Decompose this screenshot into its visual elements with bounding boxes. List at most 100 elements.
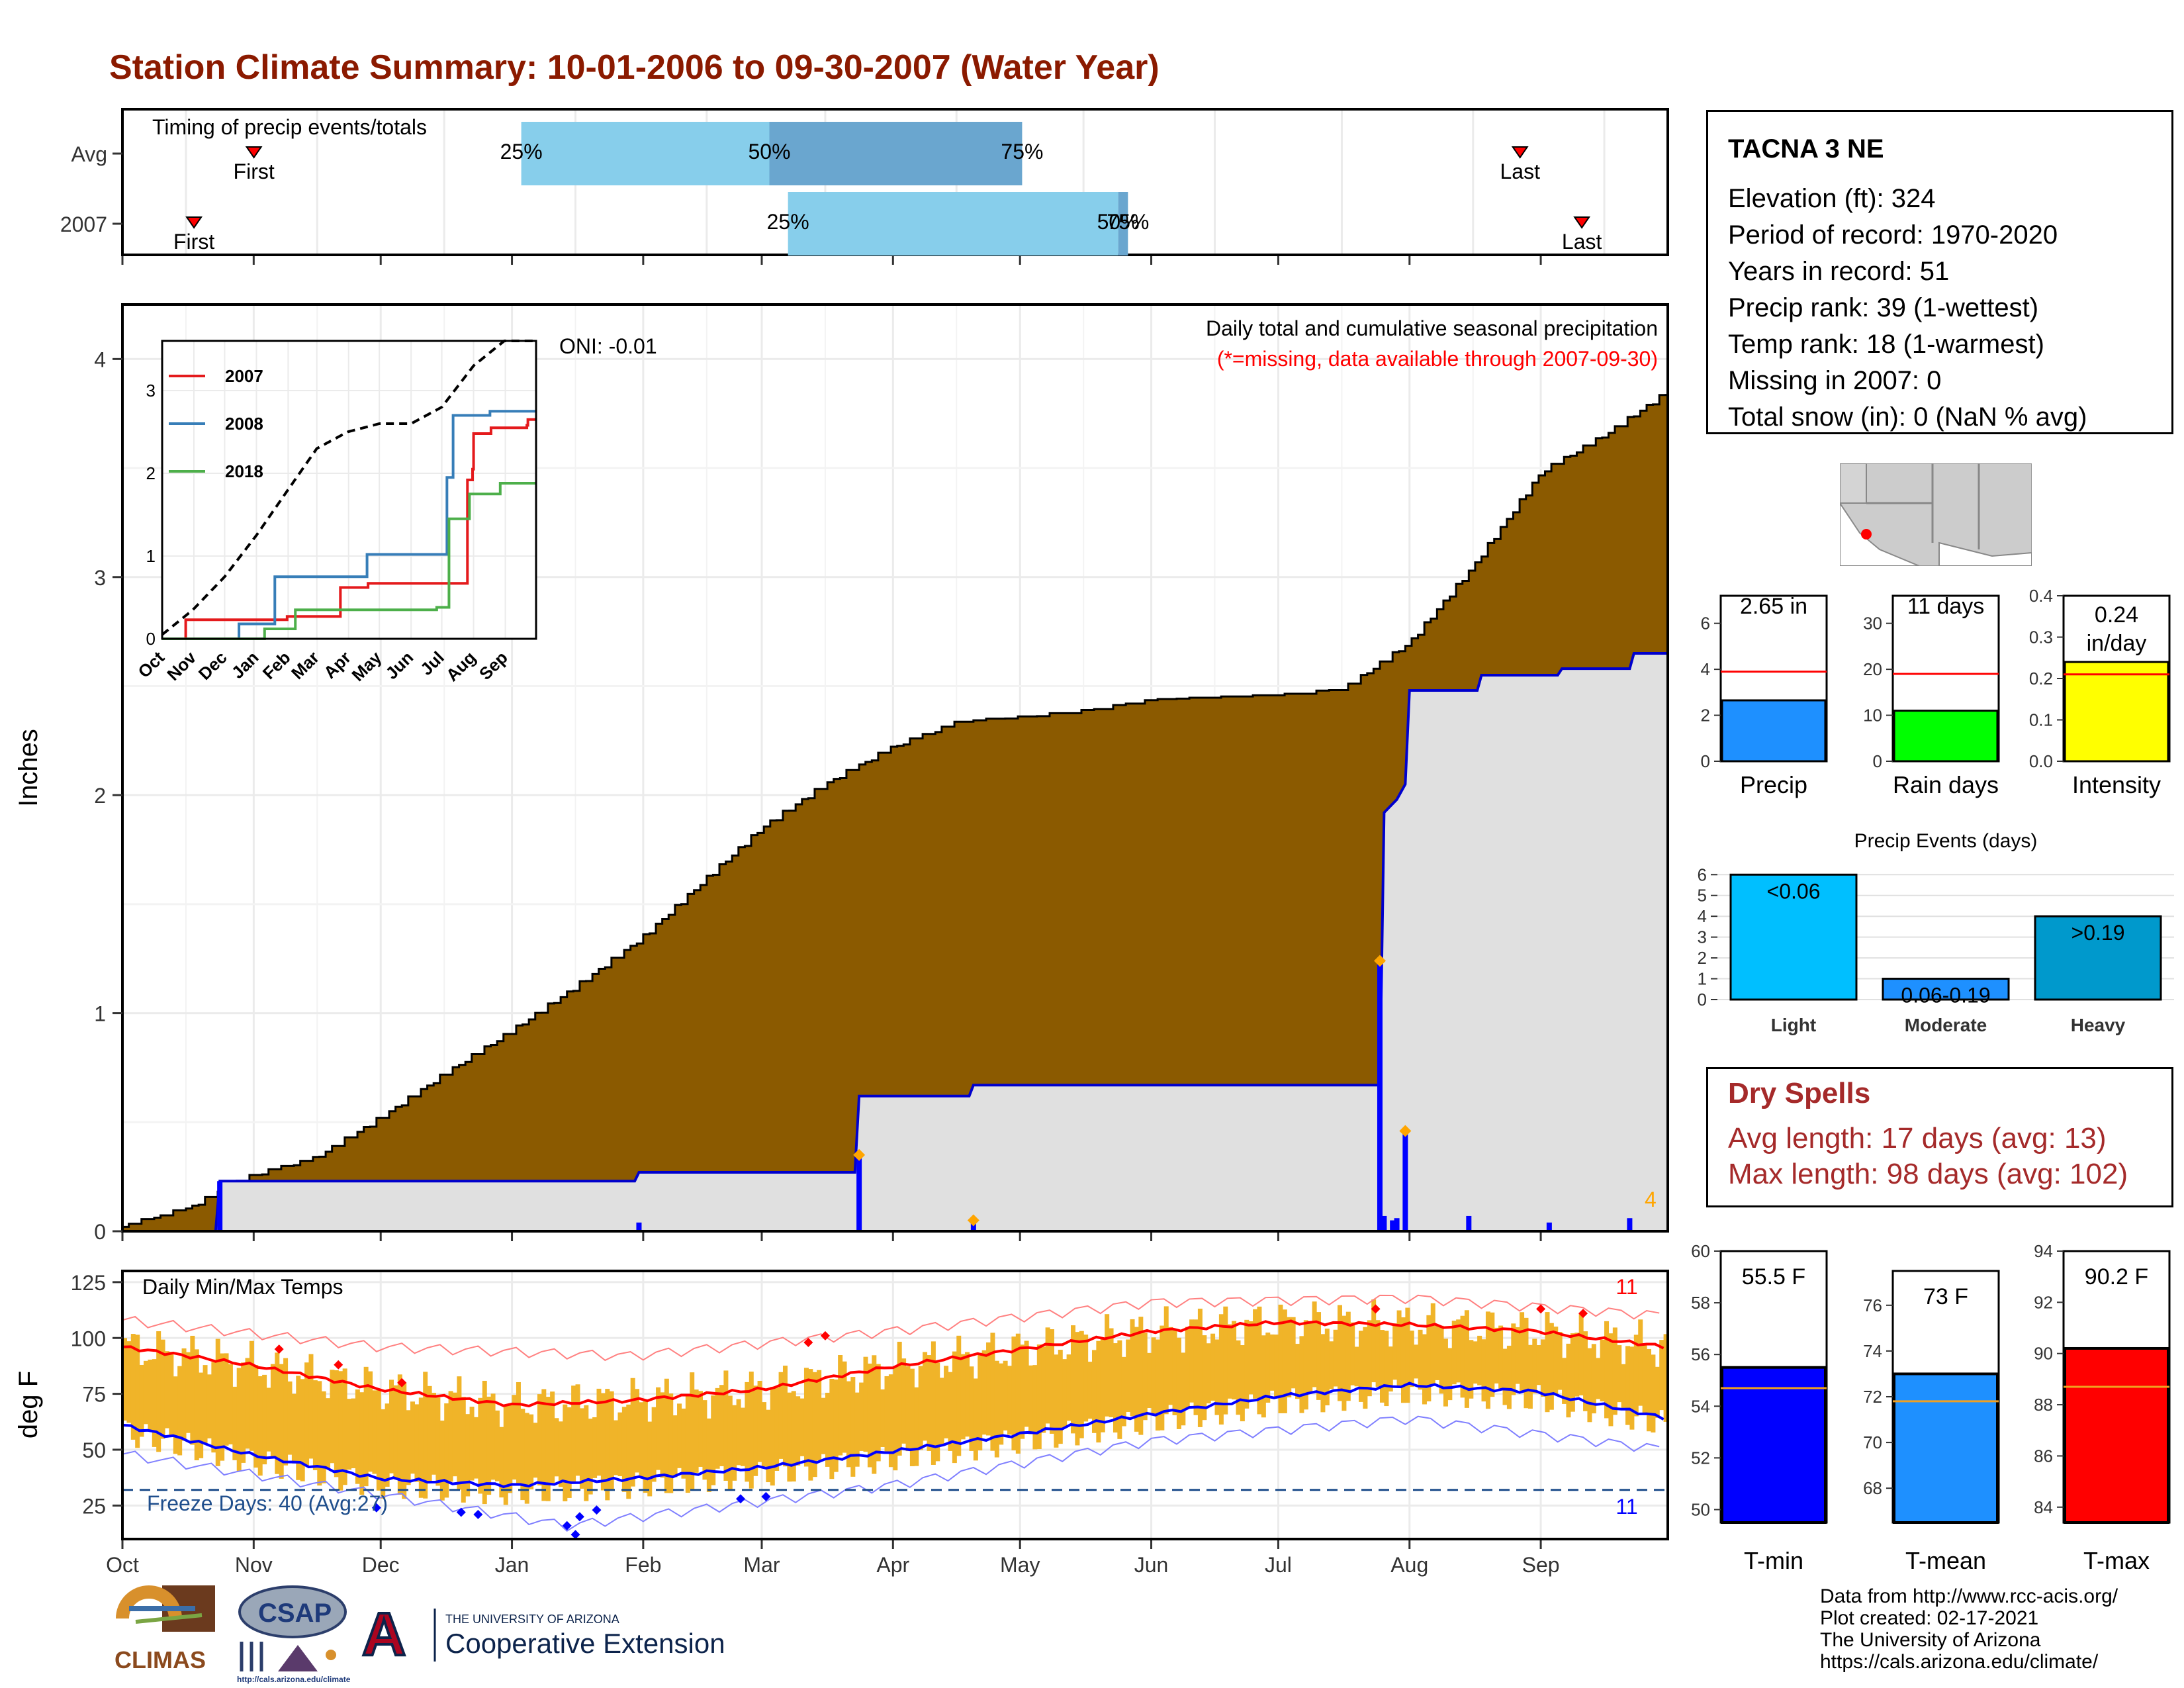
daily-temp-bar	[414, 1404, 420, 1482]
daily-temp-bar	[1316, 1312, 1322, 1400]
daily-temp-bar	[918, 1366, 923, 1450]
temp-summary-bars: 50 52 54 56 58 60 55.5 F T-min 68 70 72 74 76 73 F T-m…	[1691, 1241, 2171, 1574]
daily-temp-bar	[490, 1393, 496, 1480]
daily-temp-bar	[257, 1376, 263, 1476]
daily-temp-bar	[736, 1399, 741, 1466]
inset-legend-label: 2018	[225, 461, 263, 481]
daily-temp-bar	[605, 1389, 610, 1501]
daily-temp-bar	[321, 1391, 326, 1483]
daily-temp-bar	[169, 1352, 174, 1438]
daily-temp-bar	[1210, 1333, 1216, 1401]
daily-temp-bar	[1562, 1358, 1567, 1404]
temp-bar-tick-label: 72	[1863, 1387, 1882, 1407]
x-tick-label: Mar	[743, 1553, 780, 1577]
mini-bar-value	[1893, 710, 1999, 763]
daily-temp-bar	[1367, 1320, 1372, 1397]
temp-bar-tick-label: 60	[1691, 1241, 1710, 1261]
daily-temp-bar	[1100, 1338, 1105, 1432]
daily-temp-bar	[1130, 1319, 1135, 1417]
mini-bar-value-label: in/day	[2087, 631, 2147, 656]
events-tick-label: 1	[1698, 969, 1707, 989]
daily-temp-bar	[1096, 1340, 1101, 1443]
timing-last-label: Last	[1562, 230, 1602, 254]
x-tick-label: Aug	[1390, 1553, 1428, 1577]
record-low-marker-icon	[592, 1505, 602, 1515]
inset-legend-label: 2007	[225, 366, 263, 386]
daily-temp-bar	[969, 1366, 974, 1451]
daily-temp-bar	[1308, 1322, 1313, 1393]
credit-line: Data from http://www.rcc-acis.org/	[1820, 1585, 2118, 1607]
daily-temp-bar	[300, 1379, 305, 1481]
events-tick-label: 5	[1698, 886, 1707, 906]
daily-temp-bar	[279, 1364, 284, 1479]
event-marker-icon	[853, 1149, 866, 1161]
daily-temp-bar	[448, 1391, 453, 1482]
daily-temp-bar	[854, 1392, 860, 1467]
daily-temp-bar	[1206, 1343, 1211, 1404]
daily-temp-bar	[1418, 1329, 1423, 1390]
mini-bar-value	[2064, 661, 2169, 763]
daily-temp-bar	[270, 1364, 275, 1458]
daily-temp-bar	[803, 1368, 809, 1467]
daily-temp-bar	[389, 1380, 394, 1474]
daily-temp-bar	[164, 1351, 169, 1429]
events-bar	[1882, 978, 2010, 1001]
daily-temp-bar	[330, 1370, 335, 1464]
daily-temp-bar	[1608, 1333, 1614, 1427]
daily-precip-bar	[1402, 1131, 1408, 1231]
record-low-marker-icon	[456, 1507, 466, 1517]
temp-bar-value-label: 55.5 F	[1742, 1264, 1805, 1289]
mini-bar-tick-label: 6	[1701, 614, 1710, 633]
temp-bar-tick-label: 56	[1691, 1344, 1710, 1364]
mini-bar-tick-label: 0	[1701, 751, 1710, 771]
temp-bar-value	[2064, 1346, 2169, 1524]
station-location-map	[1840, 463, 2032, 566]
daily-temp-bar	[126, 1341, 132, 1423]
daily-temp-bar	[647, 1421, 653, 1497]
daily-temp-bar	[241, 1362, 246, 1463]
daily-temp-bar	[1359, 1331, 1363, 1402]
mini-bar-tick-label: 0	[1873, 751, 1882, 771]
mini-bar-tick-label: 10	[1863, 706, 1882, 726]
daily-temp-bar	[1379, 1330, 1385, 1403]
precip-chart: 0 1 2 3 4 Inches Daily total and cumulative se…	[14, 303, 1669, 1244]
daily-temp-bar	[558, 1421, 563, 1487]
daily-precip-bar	[1390, 1220, 1396, 1231]
daily-temp-bar	[981, 1350, 987, 1435]
daily-temp-bar	[1142, 1333, 1148, 1421]
daily-temp-bar	[342, 1368, 347, 1485]
daily-temp-bar	[291, 1393, 296, 1464]
daily-temp-bar	[956, 1335, 962, 1456]
daily-temp-bar	[520, 1409, 525, 1501]
daily-temp-bar	[482, 1380, 487, 1505]
daily-temp-bar	[893, 1366, 898, 1471]
daily-temp-bar	[1163, 1306, 1169, 1415]
daily-temp-bar	[1520, 1312, 1525, 1393]
daily-temp-bar	[770, 1387, 775, 1486]
station-info-line: Precip rank: 39 (1-wettest)	[1728, 293, 2039, 322]
daily-temp-bar	[1214, 1339, 1220, 1415]
daily-temp-bar	[1612, 1327, 1617, 1415]
daily-precip-bar	[1466, 1215, 1472, 1231]
daily-temp-bar	[614, 1420, 619, 1476]
temp-bar-tick-label: 76	[1863, 1295, 1882, 1315]
daily-temp-bar	[435, 1397, 441, 1486]
daily-temp-bar	[473, 1417, 478, 1479]
events-title: Precip Events (days)	[1854, 830, 2038, 852]
precip-frame	[121, 303, 1669, 1233]
y-tick-label: 50	[82, 1438, 106, 1462]
daily-temp-bar	[1312, 1301, 1317, 1387]
x-tick-label: Jun	[1134, 1553, 1169, 1577]
daily-temp-bar	[1269, 1334, 1275, 1391]
daily-temp-bar	[224, 1353, 229, 1446]
daily-temp-bar	[931, 1341, 936, 1465]
mini-bar-tick-label: 2	[1701, 706, 1710, 726]
record-low-marker-icon	[562, 1521, 572, 1530]
temp-bar-value	[1893, 1372, 1999, 1524]
daily-temp-bar	[1625, 1346, 1631, 1425]
daily-temp-bar	[888, 1374, 893, 1468]
daily-temp-bar	[1295, 1344, 1300, 1399]
daily-temp-bar	[554, 1418, 559, 1477]
daily-temp-bar	[177, 1366, 183, 1456]
y-tick-label: 2	[94, 784, 106, 808]
